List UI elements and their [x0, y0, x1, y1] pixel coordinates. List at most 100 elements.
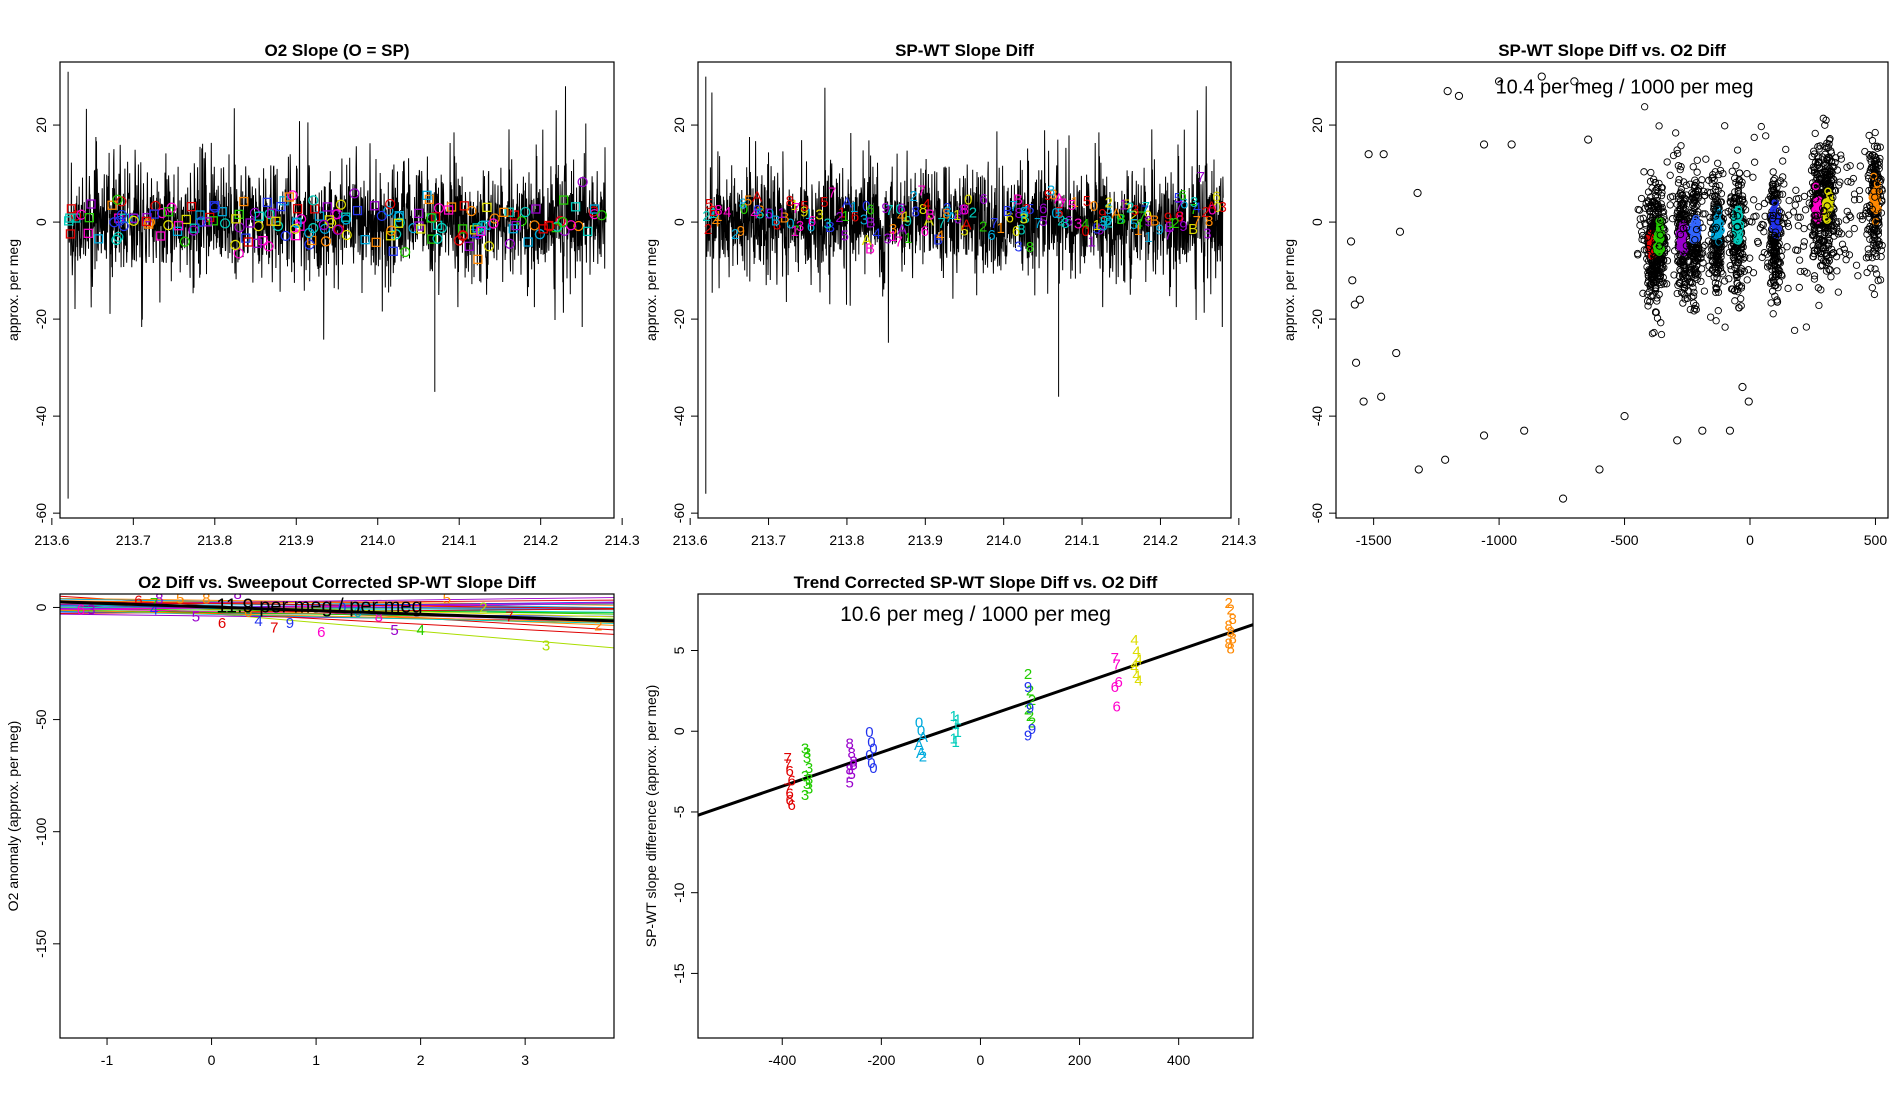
data-point: [1655, 242, 1664, 250]
data-point: [1799, 242, 1808, 250]
data-marker-square: [93, 234, 104, 244]
data-point: [1844, 177, 1852, 186]
data-marker-square: [243, 237, 253, 247]
data-point: [1868, 136, 1877, 145]
data-marker-label: 8: [714, 202, 722, 219]
outlier-point: [1377, 392, 1386, 401]
data-label: 4: [1134, 673, 1142, 690]
data-marker-label: 0: [1208, 201, 1216, 218]
data-marker-label: 6: [1178, 187, 1186, 204]
outlier-point: [1620, 412, 1629, 421]
data-marker-label: 3: [815, 207, 823, 224]
data-point: [1856, 162, 1864, 170]
data-marker-circle: [318, 219, 329, 231]
data-point: [1863, 230, 1871, 238]
data-marker-label: 9: [1116, 211, 1124, 228]
data-point: [1760, 199, 1769, 208]
data-marker-label: 3: [1203, 225, 1211, 242]
data-point: [1811, 187, 1819, 195]
data-point-colored: [1823, 216, 1831, 224]
data-point: [1733, 271, 1741, 279]
data-point: [1646, 213, 1655, 221]
data-marker-label: 6: [987, 227, 995, 244]
data-point: [1847, 178, 1855, 186]
data-marker-label: 3: [1019, 210, 1027, 227]
data-marker-label: 5: [1083, 193, 1091, 210]
data-point: [1822, 116, 1830, 124]
data-marker-square: [144, 219, 154, 229]
data-point: [1676, 204, 1685, 213]
data-point: [1644, 244, 1652, 253]
data-marker-circle: [113, 231, 124, 243]
data-point: [1699, 243, 1707, 251]
data-point: [1768, 287, 1777, 295]
data-point: [1875, 240, 1883, 248]
data-point: [1743, 276, 1751, 284]
data-marker-label: 3: [1047, 182, 1055, 199]
y-tick-label: -10: [671, 882, 687, 902]
data-point: [1637, 228, 1646, 236]
data-point: [1868, 284, 1876, 292]
data-label: 6: [787, 773, 795, 790]
panel-p3: SP-WT Slope Diff vs. O2 Diff approx. per …: [1281, 41, 1889, 548]
outlier-point: [1355, 295, 1364, 304]
data-label: 3: [801, 740, 809, 757]
data-point: [1737, 302, 1745, 310]
data-point: [1641, 221, 1650, 229]
data-marker-label: 6: [979, 191, 987, 208]
x-tick-label: 213.7: [751, 532, 786, 548]
data-marker-label: 3: [1218, 199, 1226, 216]
x-tick-label: 213.6: [34, 532, 69, 548]
data-point: [1866, 166, 1874, 174]
data-point: [1728, 167, 1736, 175]
data-point: [1840, 245, 1848, 253]
data-marker-label: 4: [897, 208, 905, 225]
data-label: 8: [155, 590, 163, 607]
data-marker-square: [422, 190, 432, 200]
y-tick-label: -60: [1309, 503, 1325, 523]
data-point: [1821, 168, 1830, 176]
x-tick-label: 213.9: [279, 532, 314, 548]
data-marker-label: 7: [1141, 202, 1149, 219]
data-point-colored: [1735, 206, 1743, 215]
data-point: [1706, 313, 1715, 321]
data-point: [1821, 121, 1829, 129]
data-point: [1688, 189, 1696, 197]
y-tick-label: 0: [671, 218, 687, 226]
data-point: [1692, 193, 1700, 201]
data-point: [1660, 280, 1668, 288]
data-point: [1810, 272, 1819, 280]
data-point: [1825, 256, 1834, 265]
data-marker-label: 1: [996, 220, 1004, 237]
data-marker-label: 0: [740, 201, 748, 218]
data-marker-label: 8: [773, 217, 781, 234]
data-label: 6: [77, 602, 85, 619]
data-marker-label: 6: [807, 218, 815, 235]
data-point: [1770, 251, 1778, 260]
data-point: [1850, 196, 1859, 204]
data-point: [1850, 224, 1858, 233]
data-marker-circle: [386, 225, 397, 236]
data-marker-square: [476, 226, 486, 236]
data-label: 7: [1111, 650, 1119, 667]
data-point: [1652, 283, 1660, 292]
data-point: [1828, 162, 1837, 171]
data-label: 1: [953, 724, 961, 741]
data-marker-label: 1: [902, 208, 910, 225]
data-marker-label: 2: [1171, 215, 1179, 232]
data-point: [1861, 210, 1869, 218]
data-label: 8: [375, 608, 383, 625]
data-point: [1712, 317, 1720, 325]
data-marker-label: 7: [1058, 195, 1066, 212]
data-point: [1780, 180, 1788, 188]
data-marker-circle: [111, 234, 122, 246]
data-point: [1761, 212, 1769, 220]
data-point: [1767, 278, 1775, 286]
data-point: [1810, 211, 1819, 220]
outlier-point: [1454, 91, 1464, 101]
data-point: [1878, 196, 1886, 204]
panel-p5: Trend Corrected SP-WT Slope Diff vs. O2 …: [643, 573, 1254, 1068]
data-point: [1814, 154, 1823, 162]
data-point: [1678, 192, 1686, 200]
